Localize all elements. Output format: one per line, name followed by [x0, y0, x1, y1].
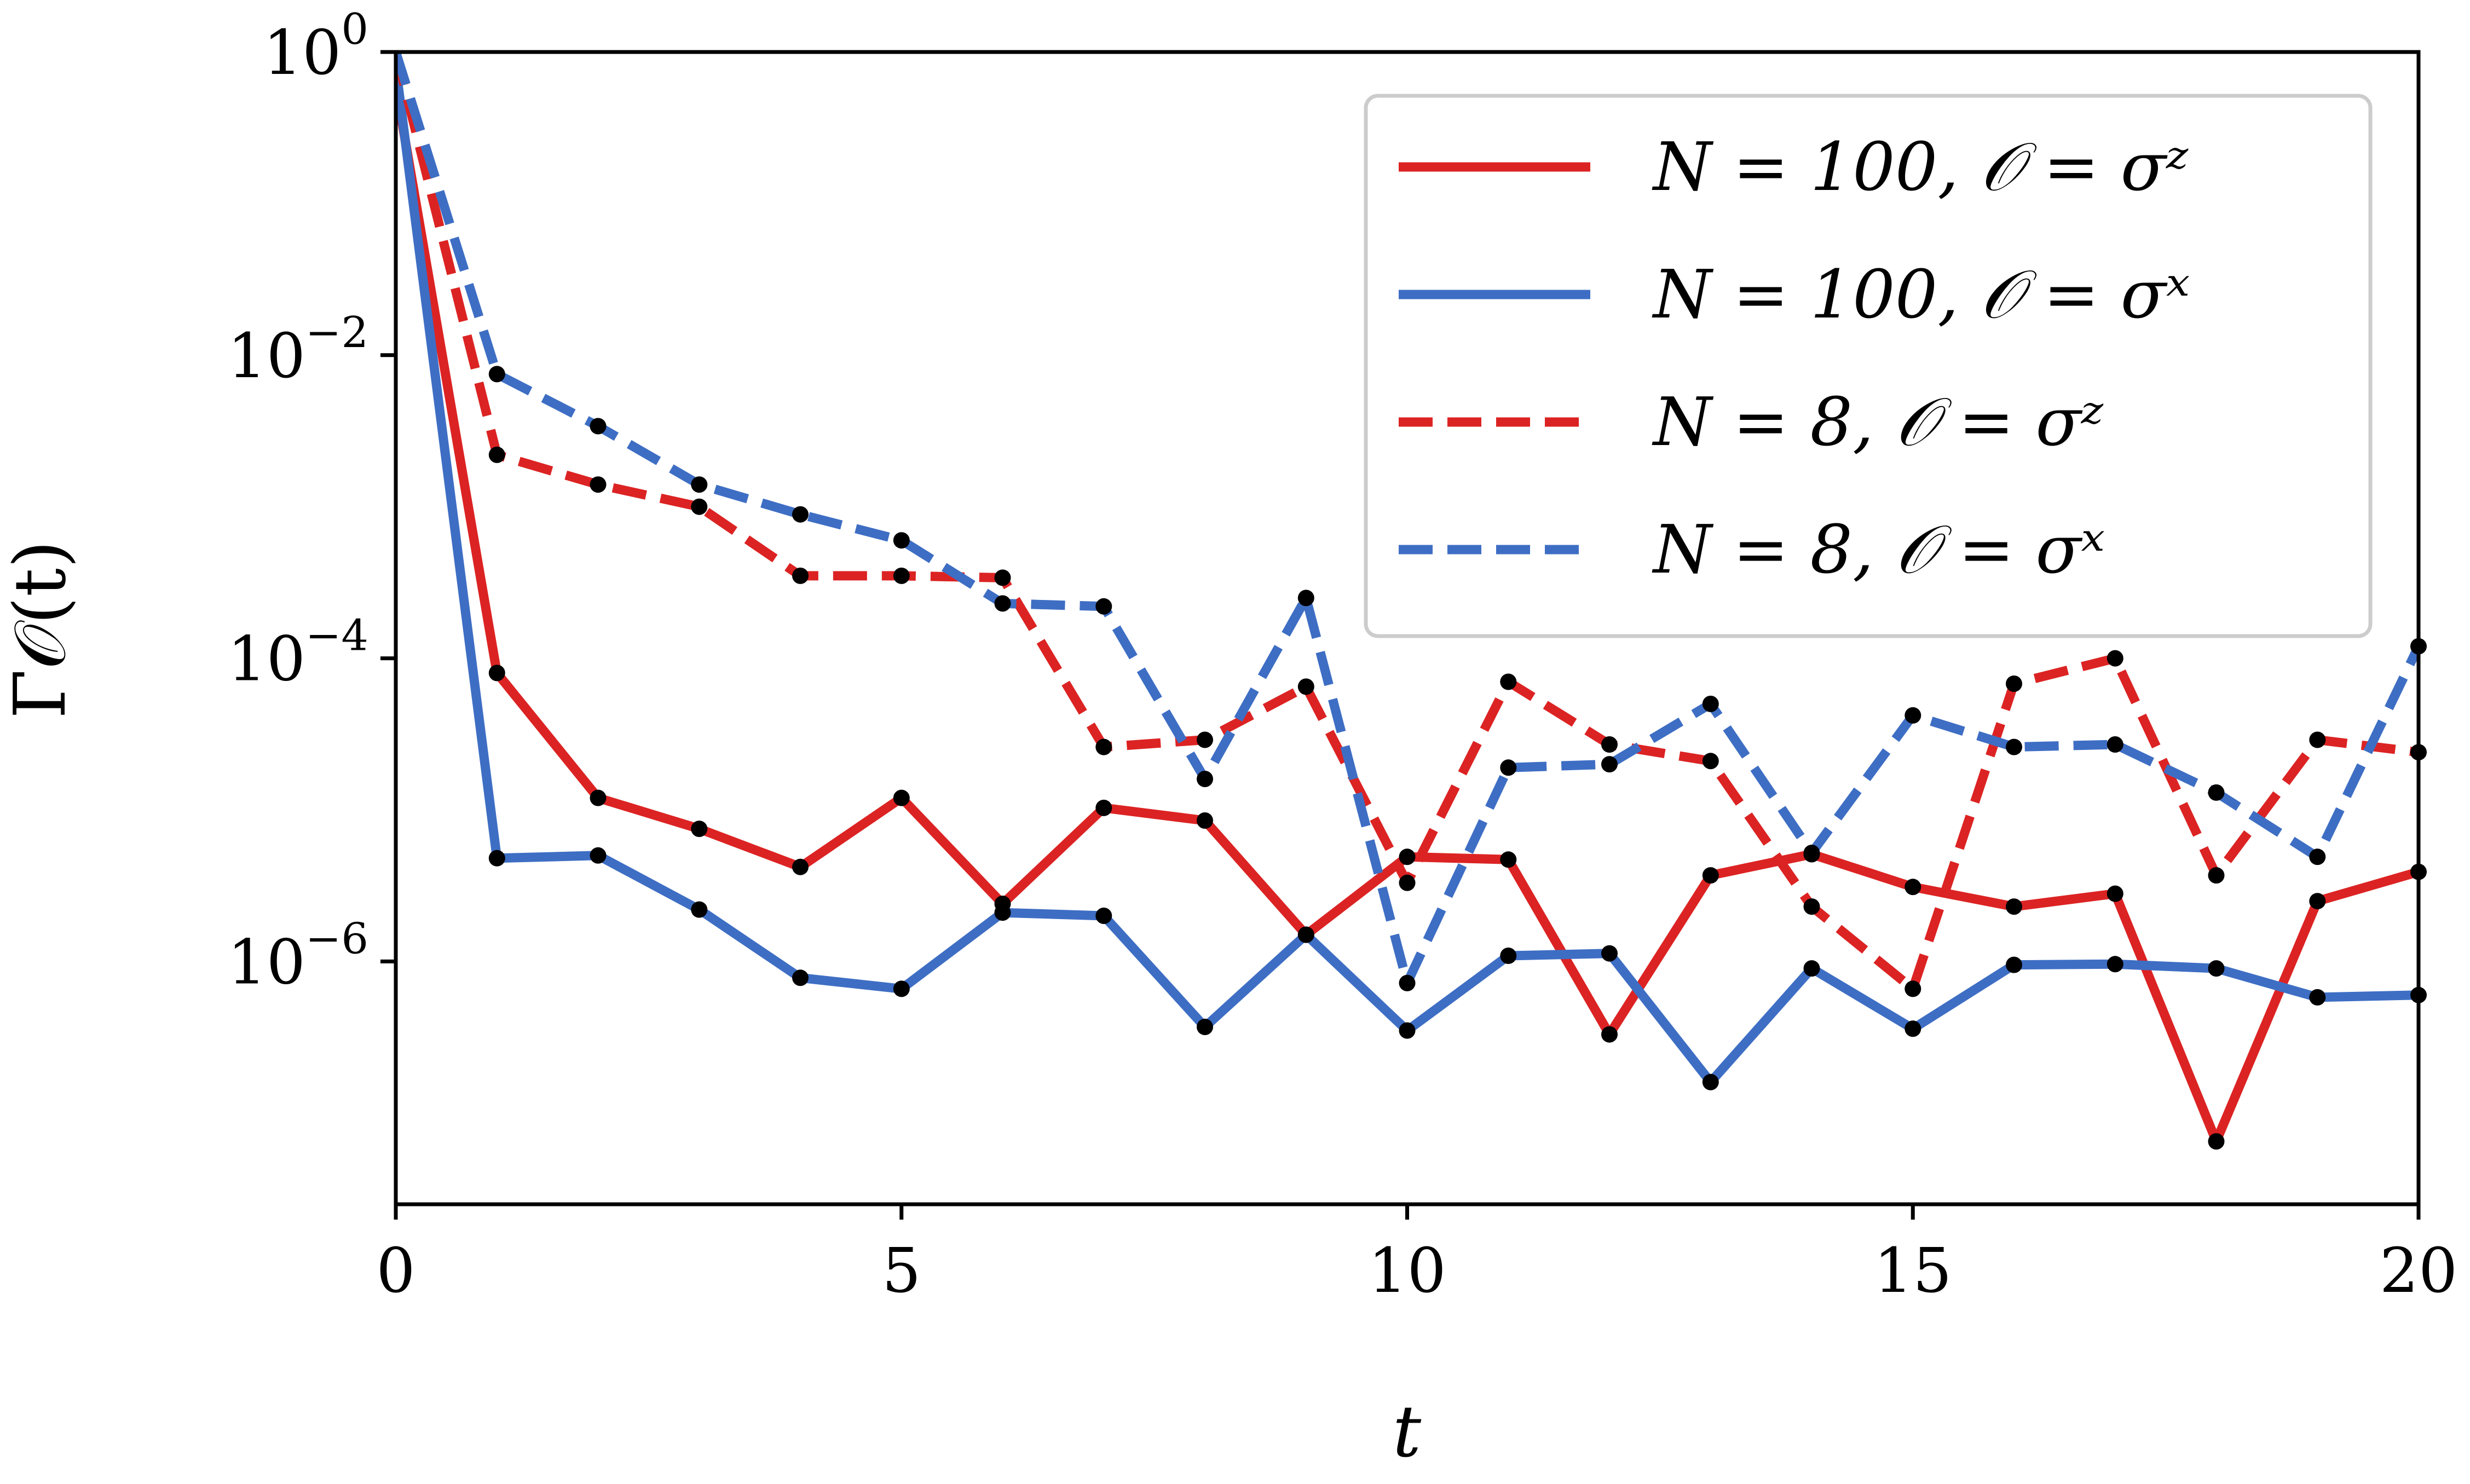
series-1-point — [893, 789, 910, 806]
y-tick-label: 100 — [263, 5, 368, 89]
series-1-point — [1500, 851, 1517, 868]
series-1-point — [2309, 893, 2326, 910]
series-4-point — [1702, 695, 1719, 712]
series-1-point — [1601, 1026, 1618, 1043]
series-2-point — [1702, 1073, 1719, 1090]
series-2-point — [792, 969, 809, 986]
x-tick-label: 5 — [882, 1235, 921, 1307]
series-2-point — [1500, 948, 1517, 964]
series-4-point — [488, 366, 505, 383]
legend-label-2: N = 100, 𝒪 = σˣ — [1652, 256, 2190, 333]
series-2-point — [590, 847, 607, 864]
series-3-point — [691, 498, 708, 515]
series-3-point — [1197, 731, 1213, 748]
y-axis-title: Γ𝒪(t) — [0, 540, 82, 719]
x-axis-title: t — [1393, 1390, 1422, 1473]
series-4-point — [590, 418, 607, 435]
series-2-point — [691, 901, 708, 918]
series-3-point — [994, 569, 1011, 586]
series-4-point — [1399, 974, 1416, 991]
series-2-point — [1399, 1022, 1416, 1039]
series-3-point — [2107, 650, 2123, 667]
series-3-point — [1297, 678, 1314, 695]
series-3-point — [1803, 898, 1820, 915]
y-tick-label: 10−6 — [228, 914, 369, 998]
legend-label-4: N = 8, 𝒪 = σˣ — [1652, 511, 2105, 588]
series-1-point — [590, 789, 607, 806]
y-axis: 100 10−2 10−4 10−6 — [228, 5, 396, 998]
series-3-point — [1500, 673, 1517, 690]
series-4-point — [2208, 784, 2225, 801]
series-4-point — [1095, 598, 1112, 615]
series-2-point — [2208, 960, 2225, 977]
series-2-point — [2006, 956, 2022, 973]
series-1-point — [2208, 1133, 2225, 1150]
series-4-point — [1500, 759, 1517, 776]
x-tick-label: 20 — [2380, 1235, 2458, 1307]
series-3-point — [1905, 980, 1921, 997]
series-3-point — [2006, 675, 2022, 692]
series-2-point — [893, 980, 910, 997]
series-1-point — [1702, 867, 1719, 884]
legend-box — [1364, 94, 2373, 638]
marker-layer — [488, 366, 2427, 1150]
legend-label-3: N = 8, 𝒪 = σᶻ — [1652, 383, 2104, 461]
series-2-point — [2309, 989, 2326, 1006]
legend: N = 100, 𝒪 = σᶻ N = 100, 𝒪 = σˣ N = 8, 𝒪 =… — [1364, 94, 2373, 638]
series-4-point — [1803, 845, 1820, 862]
series-1-point — [488, 665, 505, 682]
series-2-point — [994, 904, 1011, 921]
y-tick-label: 10−4 — [228, 611, 369, 695]
series-3-point — [2208, 867, 2225, 884]
series-2-point — [2107, 956, 2123, 973]
series-2-point — [488, 850, 505, 867]
series-3-point — [1095, 738, 1112, 755]
series-4-point — [893, 532, 910, 549]
series-2-point — [1803, 960, 1820, 977]
series-4-point — [1197, 771, 1213, 787]
series-2-point — [1905, 1020, 1921, 1037]
series-4-point — [1905, 707, 1921, 724]
series-3-point — [2309, 731, 2326, 748]
series-1-point — [2006, 898, 2022, 915]
series-2-point — [1197, 1019, 1213, 1035]
series-1-point — [691, 821, 708, 838]
series-4-point — [2006, 738, 2022, 755]
series-1-point — [1095, 799, 1112, 816]
legend-label-1: N = 100, 𝒪 = σᶻ — [1652, 128, 2189, 206]
series-3-point — [488, 446, 505, 463]
x-tick-label: 10 — [1368, 1235, 1446, 1307]
series-4-point — [691, 476, 708, 493]
series-1-point — [1399, 848, 1416, 865]
series-3-point — [1601, 736, 1618, 753]
series-4-point — [1297, 590, 1314, 607]
series-3-point — [1399, 874, 1416, 891]
y-tick-label: 10−2 — [228, 308, 369, 392]
series-4-point — [1601, 756, 1618, 773]
x-axis: 0 5 10 15 20 — [376, 1204, 2457, 1307]
series-1-point — [1197, 812, 1213, 829]
series-1-point — [792, 858, 809, 875]
series-3-point — [590, 476, 607, 493]
x-tick-label: 15 — [1874, 1235, 1952, 1307]
series-3-point — [792, 567, 809, 584]
series-2-point — [1095, 908, 1112, 924]
series-1-point — [1905, 879, 1921, 896]
series-4-point — [792, 506, 809, 523]
x-tick-label: 0 — [376, 1235, 415, 1307]
series-3-point — [1702, 753, 1719, 770]
series-3-point — [893, 567, 910, 584]
series-2-point — [1297, 926, 1314, 943]
series-2-point — [1601, 945, 1618, 962]
series-4-point — [2107, 736, 2123, 753]
series-4-point — [2309, 848, 2326, 865]
series-1-point — [2107, 885, 2123, 902]
series-4-point — [994, 595, 1011, 612]
